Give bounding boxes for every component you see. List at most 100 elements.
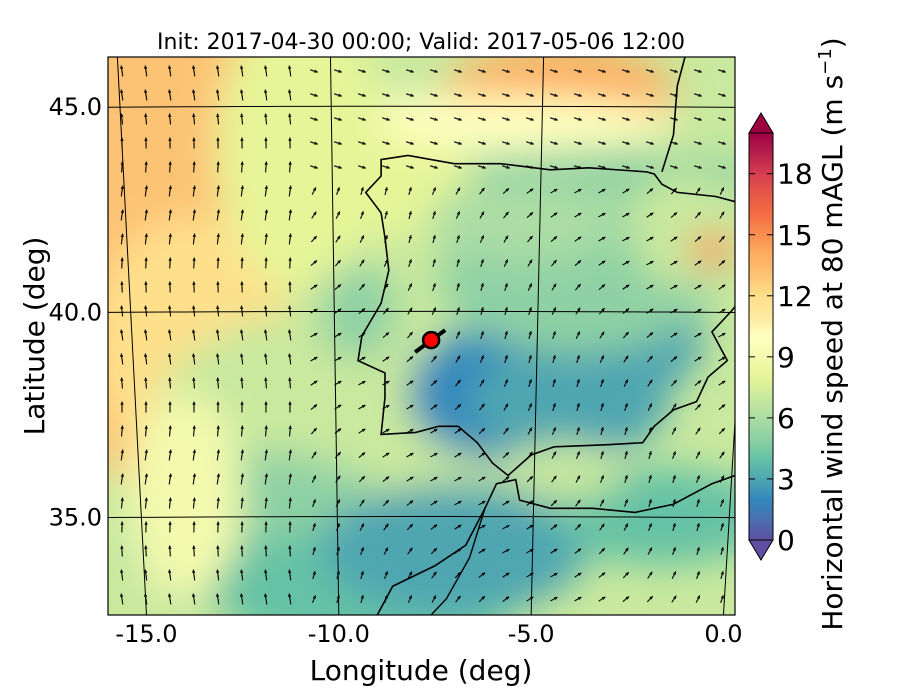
wind-arrow	[574, 69, 582, 73]
wind-arrow	[479, 403, 485, 411]
wind-arrow	[168, 521, 172, 533]
wind-arrow	[456, 307, 460, 315]
wind-arrow	[694, 308, 702, 314]
wind-arrow	[478, 524, 486, 530]
wind-arrow	[670, 69, 678, 73]
wind-arrow	[478, 500, 486, 506]
wind-arrow	[504, 307, 508, 315]
wind-arrow	[358, 380, 366, 386]
wind-arrow	[312, 595, 316, 603]
wind-arrow	[288, 521, 292, 533]
wind-arrow	[192, 113, 196, 125]
wind-arrow	[215, 569, 220, 581]
graticule	[108, 57, 735, 615]
wind-arrow	[551, 283, 557, 291]
wind-arrow	[240, 497, 244, 509]
wind-arrow	[264, 521, 268, 533]
wind-arrow	[382, 380, 390, 386]
wind-arrow	[456, 283, 460, 291]
wind-arrow	[334, 283, 342, 291]
wind-arrow	[550, 572, 558, 578]
wind-arrow	[719, 211, 725, 219]
wind-arrow	[144, 161, 148, 173]
wind-arrow	[647, 571, 653, 579]
wind-arrow	[358, 356, 366, 362]
wind-arrow	[718, 69, 726, 73]
wind-arrow	[720, 546, 724, 556]
france-coastline	[661, 57, 686, 173]
wind-arrow	[310, 284, 318, 290]
wind-arrow	[406, 404, 414, 410]
colorbar-label-main: Horizontal wind speed at 80 mAGL (m s	[816, 75, 849, 631]
meridian-line	[722, 412, 735, 615]
wind-arrow	[287, 65, 292, 77]
wind-arrow	[430, 165, 438, 169]
wind-arrow	[479, 355, 485, 363]
wind-arrow	[192, 425, 196, 437]
wind-arrow	[216, 161, 220, 173]
wind-arrow	[406, 500, 414, 506]
wind-arrow	[478, 572, 486, 578]
wind-arrow	[358, 141, 366, 145]
wind-arrow	[672, 523, 676, 531]
wind-arrow	[574, 596, 582, 602]
wind-arrow	[550, 165, 558, 169]
wind-arrow	[119, 593, 124, 605]
colorbar-tick-label: 6	[777, 402, 795, 435]
wind-arrow	[382, 404, 390, 410]
wind-arrow	[310, 380, 318, 386]
wind-arrow	[646, 117, 654, 121]
wind-arrow	[694, 93, 702, 97]
meridian-line	[329, 57, 340, 615]
wind-arrow	[551, 427, 557, 435]
wind-arrow	[168, 425, 172, 437]
wind-arrow	[358, 428, 366, 434]
wind-arrow	[550, 93, 558, 97]
wind-arrow	[478, 141, 486, 145]
wind-arrow	[502, 524, 510, 530]
wind-arrow	[455, 355, 461, 363]
wind-arrow	[144, 401, 148, 413]
wind-arrow	[503, 427, 509, 435]
wind-arrow	[120, 113, 124, 125]
wind-arrow	[550, 69, 558, 73]
wind-arrow	[191, 89, 196, 101]
wind-arrow	[120, 281, 124, 293]
wind-arrow	[694, 141, 702, 145]
wind-arrow	[454, 524, 462, 530]
wind-arrow	[480, 307, 484, 315]
colorbar-label: Horizontal wind speed at 80 mAGL (m s−1)	[815, 37, 849, 630]
wind-arrow	[216, 233, 220, 245]
wind-arrow	[287, 569, 292, 581]
wind-arrow	[503, 211, 509, 219]
wind-arrow	[646, 308, 654, 314]
wind-arrow	[696, 475, 700, 483]
wind-arrow	[527, 283, 533, 291]
wind-arrow	[239, 329, 244, 341]
wind-arrow	[696, 571, 700, 579]
wind-arrow	[287, 89, 292, 101]
wind-arrow	[600, 426, 604, 436]
wind-arrow	[358, 165, 366, 169]
wind-arrow	[695, 451, 701, 459]
wind-arrow	[430, 452, 438, 458]
wind-arrow	[382, 428, 390, 434]
wind-arrow	[358, 452, 366, 458]
wind-arrow	[312, 571, 316, 579]
wind-arrow	[144, 473, 149, 485]
wind-arrow	[599, 499, 605, 507]
wind-arrow	[694, 117, 702, 121]
wind-arrow	[310, 332, 318, 338]
wind-arrow	[310, 117, 318, 121]
wind-arrow	[455, 595, 461, 603]
wind-arrow	[239, 569, 244, 581]
wind-arrow	[454, 69, 462, 73]
wind-arrow	[143, 65, 148, 77]
wind-arrow	[334, 308, 342, 314]
wind-arrow	[167, 65, 172, 77]
wind-arrow	[408, 235, 412, 243]
wind-arrow	[455, 331, 461, 339]
wind-arrow	[432, 235, 436, 243]
wind-arrow	[430, 404, 438, 410]
wind-arrow	[695, 187, 701, 195]
